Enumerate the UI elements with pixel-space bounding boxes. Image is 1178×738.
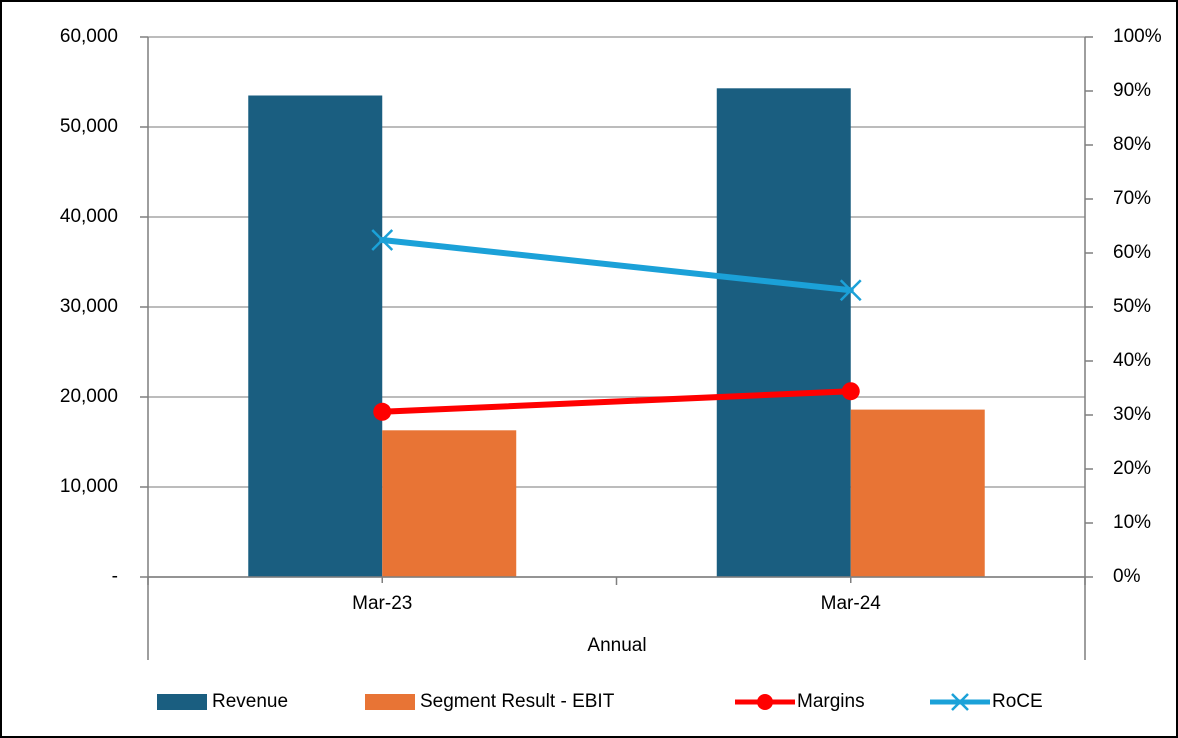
line (379, 237, 854, 294)
y2-tick-label: 30% (1113, 404, 1151, 425)
legend-swatch (365, 694, 415, 710)
bar (716, 88, 851, 578)
y-tick-label: 60,000 (60, 26, 118, 47)
y-tick-label: - (112, 566, 118, 587)
legend-swatch (157, 694, 207, 710)
x-tick-label: Mar-24 (821, 593, 882, 614)
bar (248, 95, 383, 577)
legend-marker (757, 694, 773, 710)
x-axis-title: Annual (587, 635, 646, 656)
y-tick-label: 50,000 (60, 116, 118, 137)
bar (382, 430, 517, 577)
y-tick-label: 30,000 (60, 296, 118, 317)
y2-tick-label: 100% (1113, 26, 1162, 47)
y2-tick-label: 20% (1113, 458, 1151, 479)
bar (850, 409, 985, 577)
y2-tick-label: 60% (1113, 242, 1151, 263)
line-marker (373, 402, 392, 421)
y-tick-label: 10,000 (60, 476, 118, 497)
line (379, 388, 854, 415)
legend-marker (951, 693, 969, 711)
legend-label: RoCE (992, 691, 1043, 712)
y2-tick-label: 10% (1113, 512, 1151, 533)
y2-tick-label: 70% (1113, 188, 1151, 209)
legend-label: Segment Result - EBIT (420, 691, 615, 712)
legend-label: Revenue (212, 691, 288, 712)
y-tick-label: 20,000 (60, 386, 118, 407)
line-marker (371, 229, 394, 251)
line-marker (839, 279, 862, 302)
y2-tick-label: 0% (1113, 566, 1141, 587)
line-marker (841, 382, 860, 401)
legend-label: Margins (797, 691, 865, 712)
y2-tick-label: 50% (1113, 296, 1151, 317)
y2-tick-label: 80% (1113, 134, 1151, 155)
y2-tick-label: 40% (1113, 350, 1151, 371)
y2-tick-label: 90% (1113, 80, 1151, 101)
y-tick-label: 40,000 (60, 206, 118, 227)
x-tick-label: Mar-23 (352, 593, 412, 614)
